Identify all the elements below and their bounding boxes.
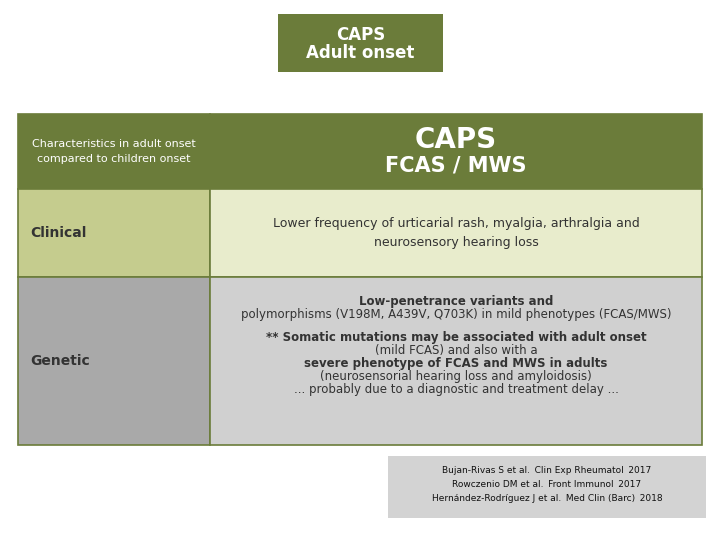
- Text: (mild FCAS) and also with a: (mild FCAS) and also with a: [374, 344, 537, 357]
- FancyBboxPatch shape: [210, 114, 702, 189]
- Text: Lower frequency of urticarial rash, myalgia, arthralgia and
neurosensory hearing: Lower frequency of urticarial rash, myal…: [273, 217, 639, 249]
- Text: Hernández-Rodríguez J et al.  Med Clin (Barc)  2018: Hernández-Rodríguez J et al. Med Clin (B…: [432, 494, 662, 503]
- Text: severe phenotype of FCAS and MWS in adults: severe phenotype of FCAS and MWS in adul…: [305, 357, 608, 370]
- Text: Clinical: Clinical: [30, 226, 86, 240]
- Text: CAPS: CAPS: [336, 26, 385, 44]
- Text: CAPS: CAPS: [415, 125, 497, 153]
- Text: Characteristics in adult onset
compared to children onset: Characteristics in adult onset compared …: [32, 139, 196, 164]
- Text: Rowczenio DM et al.  Front Immunol  2017: Rowczenio DM et al. Front Immunol 2017: [452, 480, 642, 489]
- Text: Adult onset: Adult onset: [306, 44, 415, 62]
- FancyBboxPatch shape: [18, 114, 210, 189]
- Text: ... probably due to a diagnostic and treatment delay ...: ... probably due to a diagnostic and tre…: [294, 383, 618, 396]
- FancyBboxPatch shape: [18, 277, 210, 445]
- Text: FCAS / MWS: FCAS / MWS: [385, 156, 527, 176]
- Text: Genetic: Genetic: [30, 354, 90, 368]
- FancyBboxPatch shape: [388, 456, 706, 518]
- FancyBboxPatch shape: [18, 189, 210, 277]
- FancyBboxPatch shape: [210, 277, 702, 445]
- FancyBboxPatch shape: [278, 14, 443, 72]
- Text: Low-penetrance variants and: Low-penetrance variants and: [359, 295, 553, 308]
- FancyBboxPatch shape: [210, 189, 702, 277]
- Text: ** Somatic mutations may be associated with adult onset: ** Somatic mutations may be associated w…: [266, 331, 647, 344]
- Text: (neurosensorial hearing loss and amyloidosis): (neurosensorial hearing loss and amyloid…: [320, 370, 592, 383]
- Text: polymorphisms (V198M, A439V, Q703K) in mild phenotypes (FCAS/MWS): polymorphisms (V198M, A439V, Q703K) in m…: [240, 308, 671, 321]
- Text: Bujan-Rivas S et al.  Clin Exp Rheumatol  2017: Bujan-Rivas S et al. Clin Exp Rheumatol …: [442, 466, 652, 475]
